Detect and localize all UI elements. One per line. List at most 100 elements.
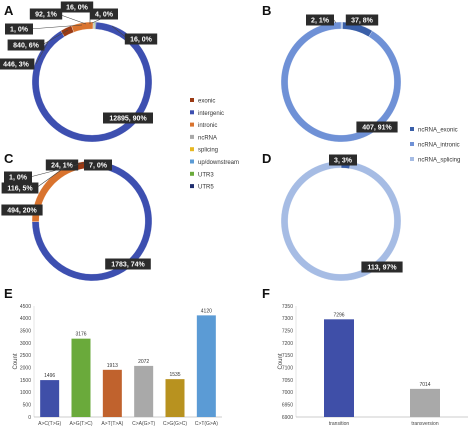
data-label-a-utr5: 16, 0% [130,37,153,44]
bar-chart-f: 6900 6950 7000 7050 7100 7150 7200 7250 7300 7350… [278,304,468,427]
data-label-b-exonic: 37, 8% [351,18,374,25]
data-label-a-ncrna-box [5,23,33,35]
data-label-a-updown-box [29,8,63,20]
panel-letter-e: E [4,286,13,301]
donut-chart-c: 7, 0% 24, 1% 1, 0% 116, 5% 494, 20% 1783, 74% [1,159,153,282]
data-label-c-utr3: 7, 0% [89,163,108,170]
legend-label-ncrna: ncRNA [198,135,217,141]
leader-line [35,41,49,65]
bar-a-c-t-g [40,380,60,417]
data-label-a-extra-box [60,1,94,13]
legend-label-utr3: UTR3 [198,172,214,178]
data-label-c-intronic-box [1,204,43,216]
y-tick-label: 1000 [20,390,31,396]
data-label-b-splicing: 2, 1% [311,18,330,25]
data-label-c-intergenic-box [105,258,151,270]
legend-label-splicing: splicing [198,148,218,154]
bar-c-t-g-a [196,315,216,417]
legend-swatch-exonic [190,98,194,102]
bar-value-label: 7014 [419,382,430,388]
legend-genomic-region: exonic intergenic intronic ncRNA splicing up/… [190,98,239,191]
bar-value-label: 4120 [201,308,212,314]
panel-letter-b: B [262,3,271,18]
legend-label-intronic: intronic [198,123,217,129]
data-label-a-extra: 16, 0% [66,5,89,12]
bar-chart-e: 0 500 1000 1500 2000 2500 3000 3500 4000 4500 Coun… [13,304,222,427]
y-tick-label: 1500 [20,378,31,384]
legend-label-ncrna-intronic: ncRNA_intronic [418,143,460,149]
legend-swatch-ncrna-splicing [410,157,414,161]
legend-ncrna: ncRNA_exonic ncRNA_intronic ncRNA_splicing [410,127,460,164]
y-tick-label: 7150 [282,353,293,359]
leader-line [29,24,83,30]
data-label-c-updown-box [45,159,79,171]
x-tick-label: C>A(G>T) [132,421,155,427]
legend-label-up-downstream: up/downstream [198,160,239,166]
data-label-a-updown: 92, 1% [35,12,58,19]
y-axis-title: Count [13,353,19,369]
x-tick-label: A>G(T>C) [69,421,92,427]
legend-swatch-utr5 [190,184,194,189]
data-label-a-exonic-box [0,58,35,70]
bar-value-label: 7296 [333,312,344,318]
data-label-b-intronic-box [356,121,398,133]
x-tick-label: transition [329,421,350,427]
legend-label-ncrna-splicing: ncRNA_splicing [418,158,460,164]
bar-value-label: 1496 [44,373,55,379]
data-label-a-utr3-box [90,8,118,20]
legend-swatch-intergenic [190,110,194,115]
bar-transversion [410,388,440,417]
legend-label-utr5: UTR5 [198,185,214,191]
y-tick-label: 6900 [282,415,293,421]
data-label-d-exonic: 3, 3% [334,158,353,165]
y-tick-label: 2000 [20,365,31,371]
donut-chart-a: 16, 0% 4, 0% 92, 1% 1, 0% 840, 6% 446, 3% 16, … [0,1,158,143]
legend-swatch-up-downstream [190,159,194,164]
x-tick-label: C>G(G>C) [163,421,188,427]
legend-swatch-intronic [190,122,194,127]
bar-c-a-g-t [134,365,154,417]
bar-c-g-g-c [165,379,185,417]
data-label-a-intergenic-box [103,112,153,124]
data-label-c-updown: 24, 1% [51,163,74,170]
donut-chart-b: 2, 1% 37, 8% 407, 91% [280,14,402,143]
y-tick-label: 7000 [282,390,293,396]
x-tick-label: transversion [411,421,438,427]
bar-value-label: 2072 [138,359,149,365]
y-tick-label: 0 [28,415,31,421]
panel-letter-c: C [4,151,14,166]
y-tick-label: 7350 [282,304,293,310]
legend-label-ncrna-exonic: ncRNA_exonic [418,128,458,134]
data-label-b-exonic-box [345,14,379,26]
y-tick-label: 7200 [282,341,293,347]
legend-swatch-ncrna-intronic [410,142,414,146]
y-tick-label: 7300 [282,316,293,322]
bar-value-label: 1913 [107,363,118,369]
y-tick-label: 7250 [282,328,293,334]
y-tick-label: 500 [23,402,32,408]
donut-chart-d: 3, 3% 113, 97% [280,154,403,282]
leader-line [333,19,337,24]
y-axis-title: Count [278,353,284,369]
panel-letter-d: D [262,151,271,166]
data-label-d-splicing-box [361,261,403,273]
data-label-b-splicing-box [306,14,334,26]
bar-a-g-t-c [71,338,91,417]
data-label-a-intronic-box [7,39,45,51]
legend-swatch-utr3 [190,171,194,176]
leader-line [29,163,81,178]
y-tick-label: 7100 [282,365,293,371]
data-label-c-intronic: 494, 20% [7,208,37,215]
y-tick-label: 2500 [20,353,31,359]
y-tick-label: 4000 [20,316,31,322]
data-label-c-utr3-box [84,159,112,171]
data-label-c-exonic-box [1,182,39,194]
x-tick-label: A>T(T>A) [101,421,123,427]
data-label-c-intergenic: 1783, 74% [111,262,145,269]
legend-label-intergenic: intergenic [198,111,224,117]
data-label-b-intronic: 407, 91% [362,125,392,132]
bar-value-label: 1535 [169,372,180,378]
bar-value-label: 3176 [75,332,86,338]
panel-letter-a: A [4,3,14,18]
